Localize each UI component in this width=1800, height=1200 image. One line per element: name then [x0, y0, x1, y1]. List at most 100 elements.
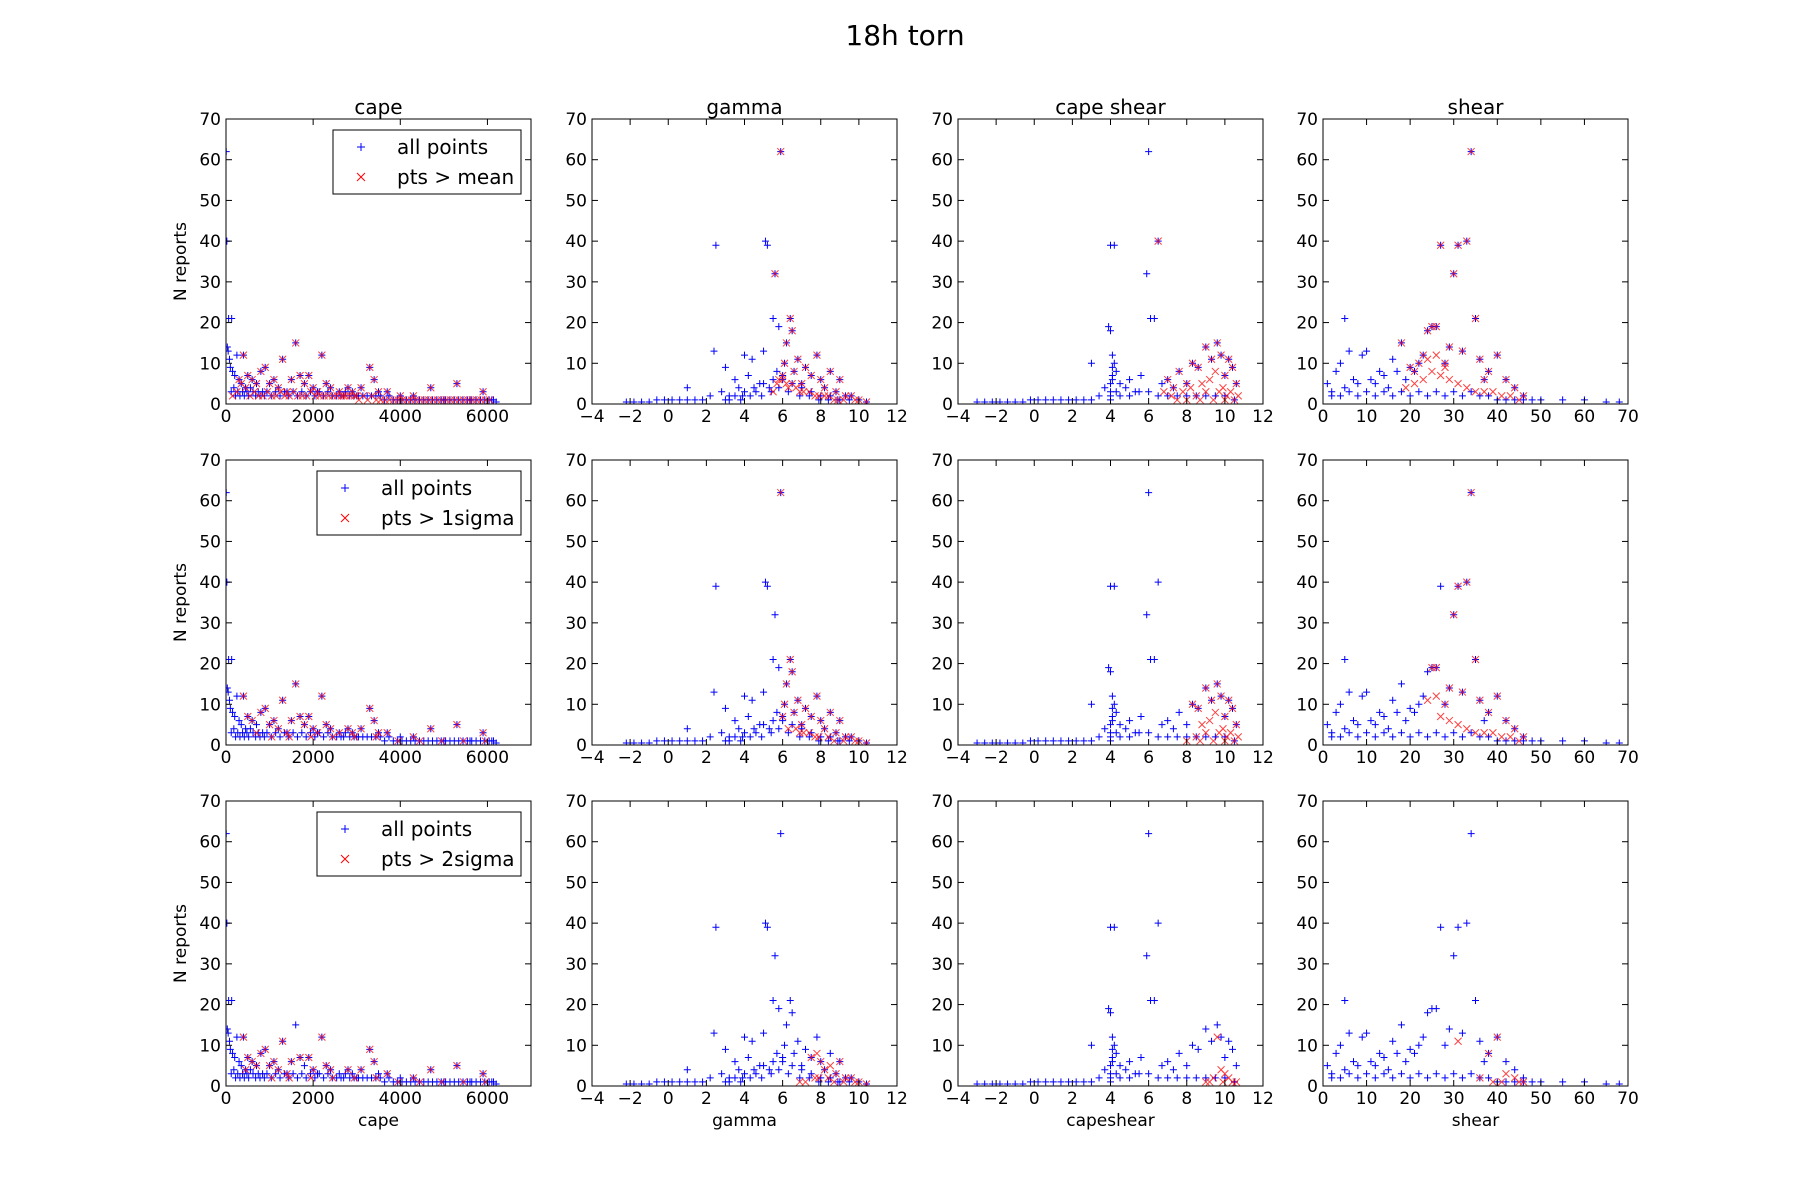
data-point [710, 347, 718, 355]
data-point [226, 1029, 232, 1037]
data-point [1173, 396, 1182, 404]
data-point [1432, 692, 1441, 700]
data-point [226, 343, 231, 351]
data-point [1215, 387, 1224, 396]
data-point [352, 392, 361, 400]
data-point [1354, 1074, 1362, 1082]
y-tick-label: 10 [931, 354, 953, 374]
data-point [1467, 1070, 1475, 1078]
y-tick-label: 40 [1296, 914, 1318, 934]
x-tick-label: 0 [1318, 1089, 1329, 1109]
data-point [1449, 610, 1458, 619]
data-point [1049, 737, 1057, 745]
data-point [1406, 704, 1414, 712]
data-point [1424, 668, 1432, 676]
panel-r0c3: 0 10 20 30 40 50 60 70 0 10 20 30 40 50 60 70 shear [1296, 95, 1638, 427]
y-tick-label: 30 [931, 614, 953, 634]
data-point [1602, 398, 1610, 404]
data-point [718, 729, 726, 737]
y-tick-label: 70 [565, 792, 587, 812]
legend-box [332, 129, 522, 195]
data-point [1437, 582, 1445, 590]
data-point [274, 724, 283, 733]
data-point [773, 379, 781, 388]
data-point [1432, 351, 1441, 359]
data-point [794, 1037, 802, 1045]
data-point [226, 363, 234, 371]
data-point [841, 392, 850, 400]
x-tick-label: 6 [1143, 1089, 1154, 1109]
data-point [374, 728, 383, 737]
data-point [1011, 739, 1019, 745]
data-point [1449, 269, 1458, 278]
y-tick-label: 50 [1296, 532, 1318, 552]
y-tick-label: 20 [565, 314, 587, 334]
data-point [1363, 1070, 1371, 1078]
data-point [746, 392, 754, 400]
data-point [293, 1074, 301, 1082]
data-point [1110, 923, 1118, 931]
data-point [760, 380, 768, 388]
data-point [313, 387, 322, 396]
data-point [746, 733, 754, 741]
data-point [1502, 1078, 1510, 1086]
data-point [807, 371, 816, 380]
x-tick-label: −4 [579, 407, 604, 427]
y-tick-label: 70 [931, 110, 953, 130]
y-tick-label: 20 [1296, 655, 1318, 675]
data-point [820, 724, 829, 733]
data-point [1188, 1041, 1196, 1049]
data-point [1345, 1029, 1353, 1037]
data-point [490, 396, 498, 404]
data-point [1158, 1062, 1166, 1070]
data-point [1354, 392, 1362, 400]
data-point [1087, 1041, 1095, 1049]
data-point [1332, 367, 1340, 375]
data-point [426, 383, 435, 392]
data-point [973, 398, 981, 404]
data-point [1511, 737, 1519, 745]
data-point [741, 1070, 748, 1078]
data-point [1126, 1058, 1134, 1066]
legend-box [316, 811, 522, 877]
data-point [1350, 376, 1357, 384]
data-point [226, 355, 233, 363]
data-point [1201, 728, 1210, 737]
x-tick-label: −4 [579, 1089, 604, 1109]
data-point [1497, 733, 1506, 741]
data-point [409, 392, 418, 400]
x-tick-label: 30 [1443, 407, 1465, 427]
x-tick-label: 4 [1105, 748, 1116, 768]
data-point [1432, 663, 1441, 672]
data-point [1194, 704, 1203, 713]
y-tick-label: 30 [199, 614, 221, 634]
x-tick-label: 70 [1617, 407, 1639, 427]
data-point [416, 737, 424, 745]
data-point [1143, 952, 1151, 960]
x-tick-label: 20 [1399, 748, 1421, 768]
x-tick-label: 4 [739, 1089, 750, 1109]
data-point [1424, 392, 1432, 400]
data-point [1458, 347, 1467, 355]
data-point [1432, 322, 1441, 331]
data-point [731, 392, 739, 400]
data-point [1112, 1049, 1120, 1057]
data-point [780, 359, 789, 368]
x-tick-label: 8 [815, 748, 826, 768]
data-point [731, 733, 739, 741]
data-point [1213, 339, 1222, 347]
data-point [1397, 1070, 1405, 1078]
data-point [824, 1074, 833, 1082]
data-point [1502, 1058, 1510, 1066]
x-tick-label: 12 [1252, 748, 1274, 768]
x-tick-label: 6000 [466, 1089, 509, 1109]
data-point [1188, 700, 1197, 709]
data-point [1397, 388, 1405, 396]
data-point [293, 733, 301, 741]
data-point [1232, 1062, 1240, 1070]
data-point [996, 398, 1004, 404]
data-point [479, 387, 487, 396]
data-point [1506, 392, 1515, 400]
data-point [981, 739, 989, 745]
y-tick-label: 70 [1296, 792, 1318, 812]
